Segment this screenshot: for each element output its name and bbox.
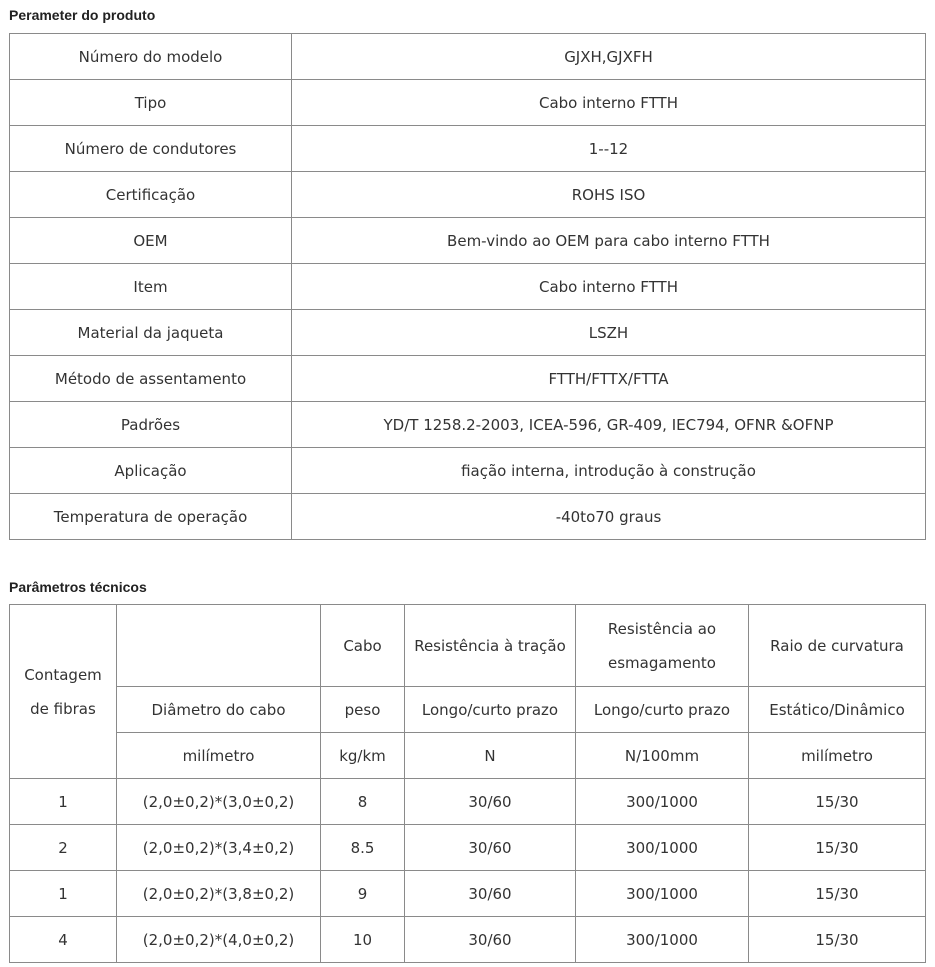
table-cell: 300/1000 [575, 870, 749, 917]
product-parameters-table: Número do modelo GJXH,GJXFH Tipo Cabo inter… [9, 33, 926, 540]
table-cell: 15/30 [748, 870, 926, 917]
table-row: Número do modelo GJXH,GJXFH [9, 33, 926, 80]
table-cell: 1 [9, 870, 117, 917]
table-cell: 300/1000 [575, 824, 749, 871]
param-value: Cabo interno FTTH [291, 263, 926, 310]
header-row: Contagem de fibras Cabo Resistência à tr… [9, 604, 926, 779]
param-label: Padrões [9, 401, 292, 448]
header-cell: Resistência ao esmagamento [575, 604, 749, 687]
param-label: Número do modelo [9, 33, 292, 80]
param-label: Tipo [9, 79, 292, 126]
param-value: FTTH/FTTX/FTTA [291, 355, 926, 402]
param-label: Número de condutores [9, 125, 292, 172]
table-row: Aplicação fiação interna, introdução à co… [9, 447, 926, 494]
header-cell: Longo/curto prazo [575, 686, 749, 733]
table-cell: 8.5 [320, 824, 405, 871]
table-row: 1 (2,0±0,2)*(3,8±0,2) 9 30/60 300/1000 15/30 [9, 870, 926, 917]
param-value: Cabo interno FTTH [291, 79, 926, 126]
table-cell: 15/30 [748, 824, 926, 871]
header-cell: Cabo [320, 604, 405, 687]
table-row: Item Cabo interno FTTH [9, 263, 926, 310]
param-label: Material da jaqueta [9, 309, 292, 356]
param-value: GJXH,GJXFH [291, 33, 926, 80]
header-fiber-count: Contagem de fibras [9, 604, 117, 779]
param-value: LSZH [291, 309, 926, 356]
param-label: Item [9, 263, 292, 310]
table-cell: 30/60 [404, 824, 576, 871]
param-value: fiação interna, introdução à construção [291, 447, 926, 494]
param-value: 1--12 [291, 125, 926, 172]
table-cell: 300/1000 [575, 916, 749, 963]
header-cell: milímetro [116, 732, 321, 779]
technical-parameters-table: Contagem de fibras Cabo Resistência à tr… [9, 604, 926, 963]
header-cell: Resistência à tração [404, 604, 576, 687]
table-row: Material da jaqueta LSZH [9, 309, 926, 356]
param-label: Certificação [9, 171, 292, 218]
table-cell: 30/60 [404, 778, 576, 825]
header-cell: N/100mm [575, 732, 749, 779]
param-label: Aplicação [9, 447, 292, 494]
table-cell: 1 [9, 778, 117, 825]
header-cell: milímetro [748, 732, 926, 779]
header-cell: Estático/Dinâmico [748, 686, 926, 733]
param-label: OEM [9, 217, 292, 264]
param-value: -40to70 graus [291, 493, 926, 540]
table-cell: 8 [320, 778, 405, 825]
table-cell: (2,0±0,2)*(3,8±0,2) [116, 870, 321, 917]
header-row: Diâmetro do cabo peso Longo/curto prazo … [10, 686, 926, 733]
header-cell: peso [320, 686, 405, 733]
table-cell: (2,0±0,2)*(3,0±0,2) [116, 778, 321, 825]
table-cell: 10 [320, 916, 405, 963]
table-cell: 2 [9, 824, 117, 871]
header-row: milímetro kg/km N N/100mm milímetro [10, 732, 926, 779]
table-row: 2 (2,0±0,2)*(3,4±0,2) 8.5 30/60 300/1000 15/3… [9, 824, 926, 871]
table-cell: 9 [320, 870, 405, 917]
table-cell: (2,0±0,2)*(4,0±0,2) [116, 916, 321, 963]
table-cell: 15/30 [748, 916, 926, 963]
param-value: YD/T 1258.2-2003, ICEA-596, GR-409, IEC7… [291, 401, 926, 448]
product-heading: Perameter do produto [9, 7, 156, 23]
header-cell: N [404, 732, 576, 779]
table-row: Método de assentamento FTTH/FTTX/FTTA [9, 355, 926, 402]
table-row: Certificação ROHS ISO [9, 171, 926, 218]
table-cell: 15/30 [748, 778, 926, 825]
header-cell [116, 604, 321, 687]
header-cell: Longo/curto prazo [404, 686, 576, 733]
header-cell: Raio de curvatura [748, 604, 926, 687]
header-cell: kg/km [320, 732, 405, 779]
header-cell: Diâmetro do cabo [116, 686, 321, 733]
table-cell: (2,0±0,2)*(3,4±0,2) [116, 824, 321, 871]
tech-heading: Parâmetros técnicos [9, 579, 147, 595]
param-value: Bem-vindo ao OEM para cabo interno FTTH [291, 217, 926, 264]
param-label: Método de assentamento [9, 355, 292, 402]
param-value: ROHS ISO [291, 171, 926, 218]
table-row: 4 (2,0±0,2)*(4,0±0,2) 10 30/60 300/1000 15/30 [9, 916, 926, 963]
table-row: OEM Bem-vindo ao OEM para cabo interno FT… [9, 217, 926, 264]
table-cell: 4 [9, 916, 117, 963]
table-row: Padrões YD/T 1258.2-2003, ICEA-596, GR-40… [9, 401, 926, 448]
table-cell: 300/1000 [575, 778, 749, 825]
table-row: Temperatura de operação -40to70 graus [9, 493, 926, 540]
table-cell: 30/60 [404, 870, 576, 917]
table-row: 1 (2,0±0,2)*(3,0±0,2) 8 30/60 300/1000 15/30 [9, 778, 926, 825]
param-label: Temperatura de operação [9, 493, 292, 540]
table-cell: 30/60 [404, 916, 576, 963]
table-row: Tipo Cabo interno FTTH [9, 79, 926, 126]
table-row: Número de condutores 1--12 [9, 125, 926, 172]
